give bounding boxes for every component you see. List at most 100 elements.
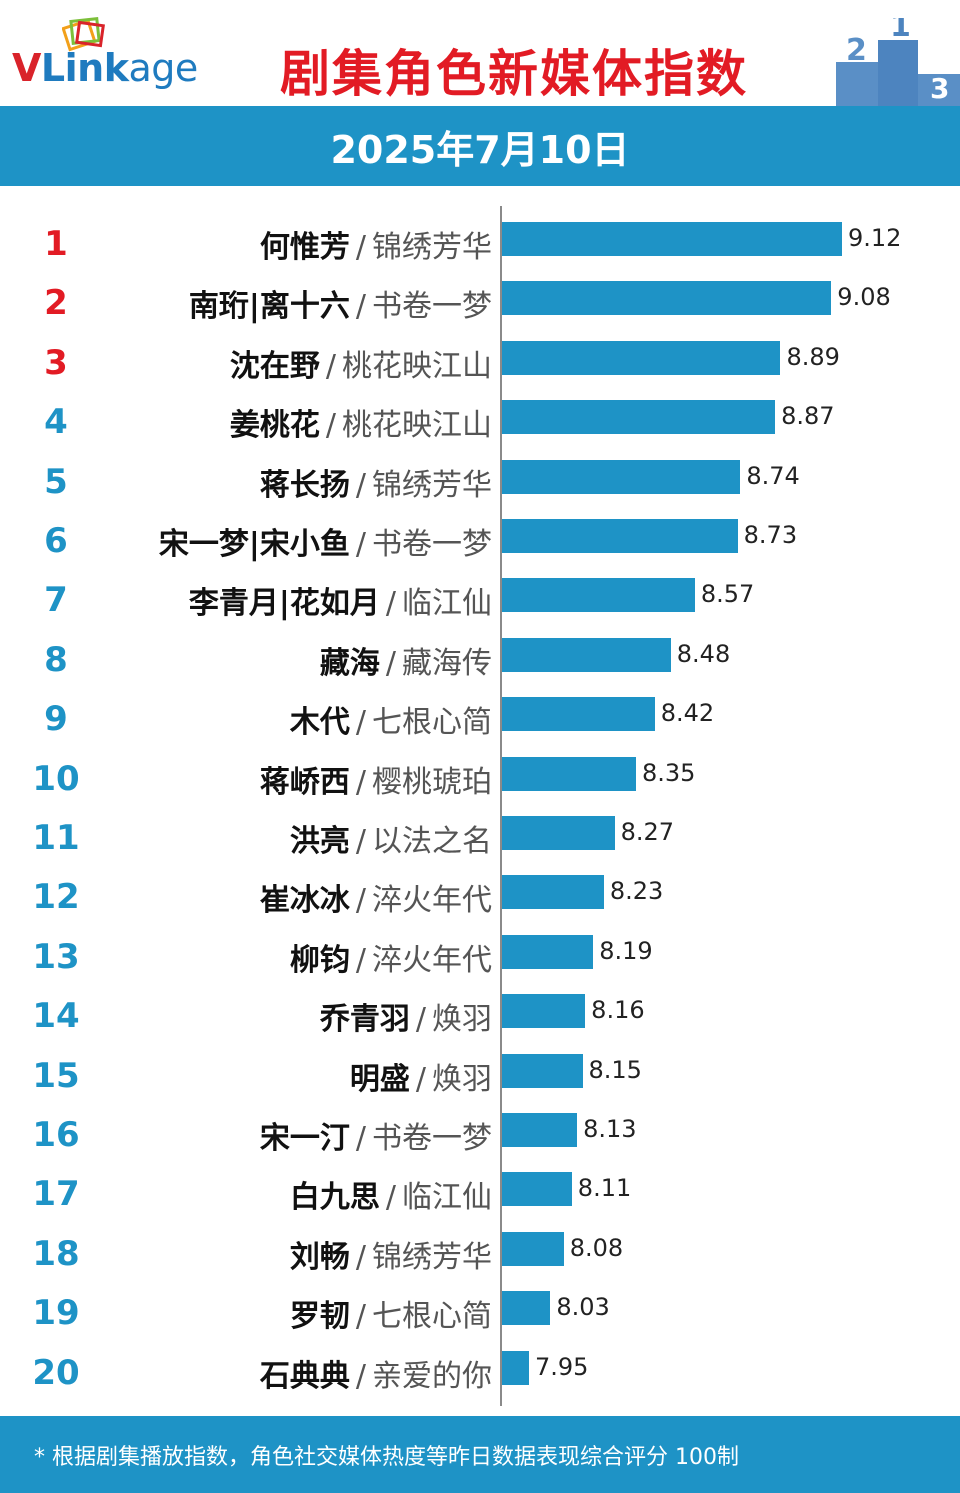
footer-text: * 根据剧集播放指数，角色社交媒体热度等昨日数据表现综合评分 100制 [34,1444,739,1470]
rank-number: 20 [32,1352,80,1393]
category-label: 木代 / 七根心简 [290,697,492,741]
bar [502,697,655,732]
chart-row: 10 蒋峤西 / 樱桃琥珀 8.35 [0,749,960,808]
separator: / [355,705,366,741]
show-title: 藏海传 [402,645,492,681]
bar [502,1113,578,1147]
character-name: 沈在野 [229,348,320,384]
separator: / [355,942,366,978]
category-label: 李青月|花如月 / 临江仙 [189,578,492,622]
chart-row: 8 藏海 / 藏海传 8.48 [0,630,960,689]
value-label: 8.15 [588,1055,642,1084]
header: VLinkage 剧集角色新媒体指数 2 1 3 [0,0,960,106]
date-banner: 2025年7月10日 [0,106,960,186]
rank-number: 4 [44,402,68,443]
rank-number: 15 [32,1055,80,1096]
category-label: 石典典 / 亲爱的你 [260,1351,492,1395]
separator: / [415,1061,426,1097]
chart-row: 2 南珩|离十六 / 书卷一梦 9.08 [0,273,960,332]
chart-row: 16 宋一汀 / 书卷一梦 8.13 [0,1105,960,1164]
show-title: 锦绣芳华 [372,467,492,503]
character-name: 藏海 [319,645,380,681]
bar [502,578,695,613]
chart-row: 15 明盛 / 焕羽 8.15 [0,1046,960,1105]
category-label: 南珩|离十六 / 书卷一梦 [189,281,492,325]
rank-number: 5 [44,461,68,502]
value-label: 8.42 [660,699,715,728]
character-name: 乔青羽 [319,1002,410,1038]
show-title: 书卷一梦 [372,527,492,562]
rank-number: 1 [44,224,68,264]
show-title: 亲爱的你 [372,1358,492,1394]
value-label: 8.19 [599,936,653,965]
character-name: 柳钧 [289,942,350,978]
chart-row: 6 宋一梦|宋小鱼 / 书卷一梦 8.73 [0,511,960,570]
bar [502,281,832,316]
chart-row: 7 李青月|花如月 / 临江仙 8.57 [0,570,960,629]
chart-row: 1 何惟芳 / 锦绣芳华 9.12 [0,214,960,273]
bar [502,637,671,672]
category-label: 宋一汀 / 书卷一梦 [260,1113,492,1157]
bar [502,994,586,1029]
character-name: 罗韧 [289,1299,350,1335]
logo-v: V [12,46,41,90]
rank-number: 11 [32,818,80,858]
separator: / [355,289,366,325]
rank-number: 9 [44,699,68,740]
logo-link: Link [40,46,129,90]
date-label: 2025年7月10日 [330,127,630,172]
bar [502,222,842,256]
logo-mark-icon [62,17,105,52]
rank-number: 19 [32,1293,80,1334]
chart-row: 17 白九思 / 临江仙 8.11 [0,1164,960,1223]
chart-row: 18 刘畅 / 锦绣芳华 8.08 [0,1224,960,1283]
chart-row: 14 乔青羽 / 焕羽 8.16 [0,986,960,1045]
show-title: 七根心简 [372,705,492,741]
logo-age: age [128,46,199,90]
value-label: 8.74 [746,461,800,490]
chart-row: 19 罗韧 / 七根心简 8.03 [0,1283,960,1342]
bar [502,459,741,494]
separator: / [355,1299,366,1335]
category-label: 明盛 / 焕羽 [350,1054,492,1098]
show-title: 书卷一梦 [372,289,492,325]
character-name: 蒋长扬 [259,467,350,503]
bar [502,934,594,969]
value-label: 8.57 [700,580,755,609]
category-label: 崔冰冰 / 淬火年代 [260,875,492,919]
character-name: 蒋峤西 [259,764,350,800]
category-label: 蒋长扬 / 锦绣芳华 [260,460,492,504]
chart-row: 20 石典典 / 亲爱的你 7.95 [0,1343,960,1402]
category-label: 蒋峤西 / 樱桃琥珀 [260,757,492,801]
chart-row: 11 洪亮 / 以法之名 8.27 [0,808,960,867]
value-label: 8.35 [642,758,696,787]
rank-number: 10 [32,758,80,799]
rank-number: 16 [32,1115,80,1155]
character-name: 刘畅 [289,1239,350,1275]
value-label: 8.13 [583,1115,637,1143]
category-label: 姜桃花 / 桃花映江山 [230,400,492,444]
value-label: 7.95 [535,1352,589,1381]
character-name: 明盛 [349,1061,410,1097]
character-name: 李青月|花如月 [188,586,380,622]
separator: / [355,467,366,503]
rank-number: 18 [32,1233,80,1274]
character-name: 何惟芳 [259,230,350,265]
value-label: 8.08 [569,1233,624,1262]
bar [502,816,615,850]
footer-note: * 根据剧集播放指数，角色社交媒体热度等昨日数据表现综合评分 100制 [0,1416,960,1493]
rank-number: 14 [32,996,80,1037]
character-name: 崔冰冰 [259,883,350,919]
logo-text: VLinkage [12,46,198,90]
separator: / [355,764,366,800]
bar [502,1291,551,1326]
separator: / [355,824,366,859]
value-label: 8.48 [676,639,731,668]
show-title: 以法之名 [372,824,492,859]
character-name: 石典典 [259,1358,350,1394]
bar [502,1231,564,1266]
rank-number: 2 [44,283,68,324]
category-label: 乔青羽 / 焕羽 [320,994,492,1038]
value-label: 8.11 [577,1174,632,1203]
value-label: 8.87 [781,402,835,431]
